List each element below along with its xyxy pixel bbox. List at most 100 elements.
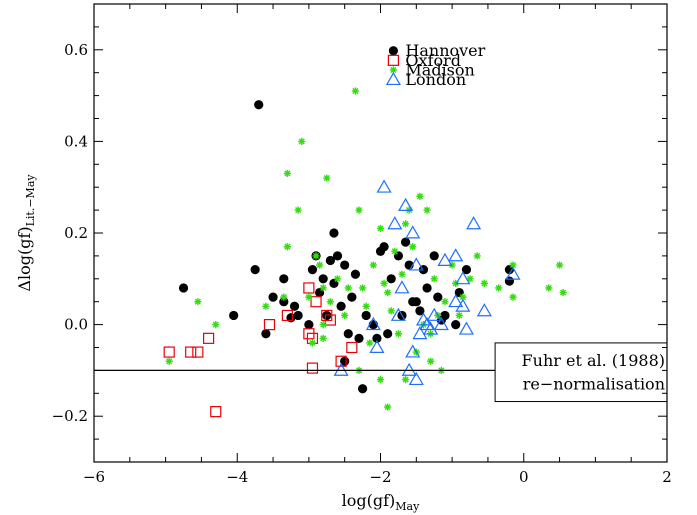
madison-point <box>423 206 431 214</box>
madison-point <box>323 174 331 182</box>
annotation-line-1: Fuhr et al. (1988) <box>522 351 665 370</box>
madison-point <box>319 284 327 292</box>
hannover-point <box>361 310 371 321</box>
legend-marker-london <box>385 71 401 86</box>
y-tick-label: 0.0 <box>64 316 88 334</box>
madison-point <box>341 311 349 320</box>
london-point <box>390 307 406 321</box>
hannover-point <box>279 274 289 284</box>
madison-point <box>351 87 360 95</box>
annotation-box <box>494 342 668 403</box>
x-tick-label: 0 <box>519 468 529 486</box>
hannover-point <box>393 251 404 261</box>
london-point <box>466 216 482 230</box>
london-point <box>437 252 453 266</box>
annotation-line-2: re−normalisation <box>523 375 665 394</box>
madison-point <box>283 169 291 178</box>
oxford-point <box>306 362 319 374</box>
madison-point <box>319 321 327 329</box>
hannover-point <box>504 276 515 286</box>
legend-label-hannover: Hannover <box>405 41 485 60</box>
madison-point <box>559 288 567 297</box>
madison-point <box>509 261 517 269</box>
madison-point <box>212 321 220 329</box>
madison-point <box>391 247 399 255</box>
hannover-point <box>454 287 464 298</box>
hannover-point <box>408 297 418 307</box>
london-point <box>426 307 442 321</box>
oxford-point <box>192 346 204 358</box>
hannover-point <box>293 310 303 321</box>
london-point <box>387 216 403 230</box>
madison-point <box>355 206 363 214</box>
london-point <box>405 344 421 358</box>
hannover-point <box>433 292 443 302</box>
madison-point <box>427 357 435 365</box>
madison-point <box>416 192 424 200</box>
london-point <box>408 371 424 386</box>
hannover-point <box>178 283 189 293</box>
london-point <box>376 179 392 193</box>
london-point <box>401 362 417 376</box>
legend-label-madison: Madison <box>405 60 474 79</box>
hannover-point <box>451 320 461 330</box>
london-point <box>423 321 439 335</box>
hannover-point <box>289 301 300 311</box>
madison-point <box>409 243 417 251</box>
hannover-point <box>429 251 439 261</box>
madison-point <box>326 298 334 306</box>
london-point <box>398 197 414 211</box>
hannover-point <box>504 265 515 275</box>
london-point <box>412 326 428 340</box>
london-point <box>394 280 410 294</box>
legend-marker-hannover <box>388 46 398 56</box>
london-point <box>455 271 471 285</box>
madison-point <box>358 284 367 292</box>
madison-point <box>362 302 370 310</box>
legend-marker-madison <box>389 66 397 74</box>
madison-point <box>280 293 288 301</box>
hannover-point <box>229 310 239 321</box>
hannover-point <box>379 242 389 252</box>
oxford-point <box>185 346 197 358</box>
hannover-point <box>268 292 278 302</box>
madison-point <box>401 375 410 384</box>
madison-point <box>452 279 460 287</box>
oxford-point <box>281 309 293 322</box>
madison-point <box>283 243 291 251</box>
london-point <box>369 339 385 353</box>
hannover-point <box>254 100 264 110</box>
madison-point <box>380 279 388 287</box>
madison-point <box>165 357 173 365</box>
madison-point <box>394 330 403 338</box>
madison-point <box>448 261 456 269</box>
madison-point <box>376 375 385 384</box>
hannover-point <box>325 255 335 266</box>
madison-point <box>441 298 449 306</box>
y-axis-title: Δlog(gf)Lit.−May <box>15 174 37 292</box>
madison-point <box>495 284 503 292</box>
hannover-point <box>340 356 350 366</box>
madison-point <box>480 279 488 287</box>
hannover-point <box>350 269 361 279</box>
y-tick-label: −0.2 <box>52 407 88 425</box>
oxford-point <box>210 406 222 418</box>
x-tick-label: −4 <box>226 468 248 486</box>
madison-point <box>344 284 352 292</box>
madison-point <box>545 284 553 292</box>
hannover-point <box>261 329 271 339</box>
oxford-point <box>163 346 175 358</box>
hannover-point <box>357 384 368 394</box>
hannover-point <box>415 306 425 316</box>
hannover-point <box>340 260 350 270</box>
x-tick-label: 2 <box>662 468 672 486</box>
oxford-point <box>310 296 322 308</box>
x-tick-label: −6 <box>83 468 105 486</box>
hannover-point <box>250 265 260 275</box>
hannover-point <box>386 274 396 284</box>
madison-point <box>376 224 385 233</box>
london-point <box>405 225 421 239</box>
y-tick-label: 0.2 <box>64 224 88 242</box>
madison-point <box>430 275 438 283</box>
